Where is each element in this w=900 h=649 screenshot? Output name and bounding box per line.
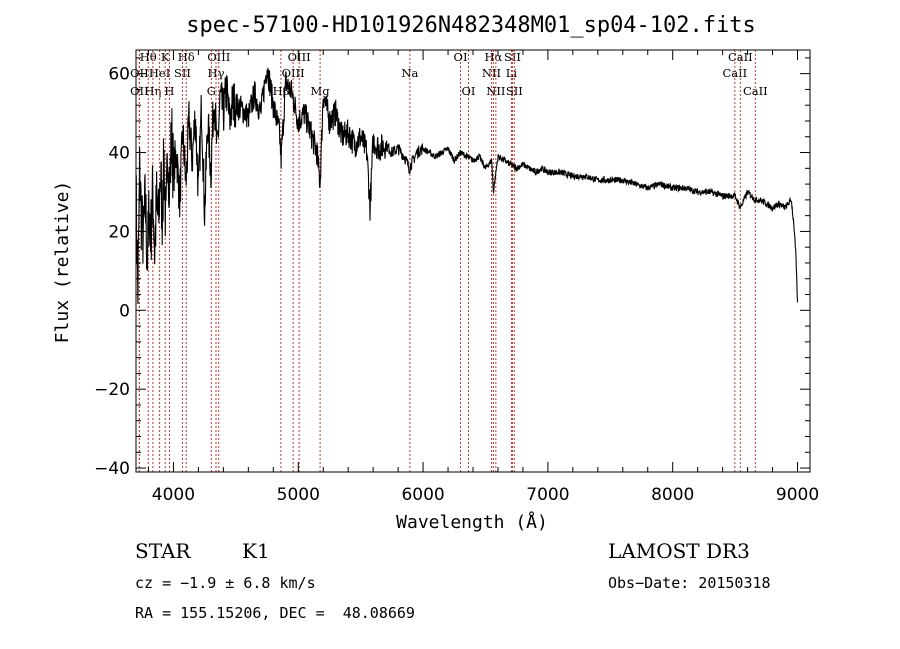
marker-label: CaII <box>728 50 753 64</box>
marker-label: SII <box>174 66 191 80</box>
marker-label: NII <box>482 66 501 80</box>
observation-date: Obs−Date: 20150318 <box>608 574 771 592</box>
marker-label: Hγ <box>208 66 225 80</box>
marker-label: OIII <box>207 50 230 64</box>
marker-label: HeI <box>149 66 170 80</box>
x-tick-label: 4000 <box>152 485 195 505</box>
marker-label: OIII <box>282 66 305 80</box>
marker-label: OIII <box>288 50 311 64</box>
marker-label: K <box>161 50 170 64</box>
x-tick-label: 5000 <box>277 485 320 505</box>
y-tick-label: −40 <box>94 459 130 479</box>
emission-line-markers: HθOIIOIIHηHeIKHSIIHδGHγOIIIHβOIIIOIIIMgN… <box>130 50 768 472</box>
y-tick-label: 40 <box>108 144 130 164</box>
marker-label: Hη <box>144 84 161 98</box>
chart-title: spec-57100-HD101926N482348M01_sp04-102.f… <box>186 13 756 38</box>
marker-label: NII <box>486 84 505 98</box>
x-axis-label: Wavelength (Å) <box>396 511 548 533</box>
marker-label: Mg <box>311 84 331 98</box>
marker-label: CaII <box>722 66 747 80</box>
y-axis-label: Flux (relative) <box>52 181 73 344</box>
subclass: K1 <box>242 539 270 563</box>
marker-label: Hθ <box>140 50 157 64</box>
y-tick-label: 60 <box>108 65 130 85</box>
x-tick-label: 7000 <box>526 485 569 505</box>
x-tick-label: 9000 <box>776 485 819 505</box>
marker-label: SII <box>504 50 521 64</box>
redshift-velocity: cz = −1.9 ± 6.8 km/s <box>135 574 316 592</box>
object-class: STAR <box>135 539 191 563</box>
x-tick-label: 6000 <box>401 485 444 505</box>
marker-label: CaII <box>743 84 768 98</box>
axis-ticks: 4000 5000 6000 7000 8000 9000 −40 −20 0 20 40 60 <box>94 50 819 505</box>
y-tick-label: 0 <box>119 301 130 321</box>
spectrum-line <box>135 67 799 305</box>
marker-label: Na <box>401 66 418 80</box>
marker-label: OII <box>130 66 149 80</box>
survey-name: LAMOST DR3 <box>608 539 750 563</box>
y-tick-label: 20 <box>108 222 130 242</box>
x-tick-label: 8000 <box>651 485 694 505</box>
marker-label: OI <box>462 84 476 98</box>
spectrum-chart: spec-57100-HD101926N482348M01_sp04-102.f… <box>52 13 819 533</box>
marker-label: Hδ <box>178 50 195 64</box>
marker-label: OI <box>454 50 468 64</box>
marker-label: OII <box>130 84 149 98</box>
marker-label: Li <box>506 66 518 80</box>
marker-label: Hα <box>484 50 502 64</box>
marker-label: G <box>207 84 216 98</box>
y-tick-label: −20 <box>94 380 130 400</box>
coordinates: RA = 155.15206, DEC = 48.08669 <box>135 604 415 622</box>
marker-label: SII <box>506 84 523 98</box>
marker-label: H <box>164 84 174 98</box>
